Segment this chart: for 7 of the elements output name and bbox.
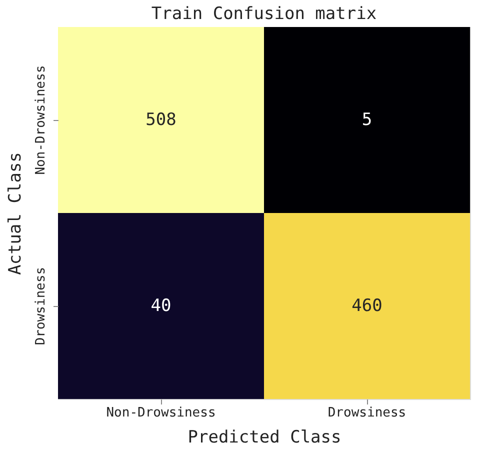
data-label: 460 bbox=[352, 296, 382, 316]
data-label: 5 bbox=[362, 110, 372, 130]
chart-title: Train Confusion matrix bbox=[151, 4, 377, 24]
data-label: 40 bbox=[150, 296, 172, 316]
x-axis-title: Predicted Class bbox=[188, 428, 342, 448]
data-label: 508 bbox=[146, 110, 176, 130]
y-axis-title: Actual Class bbox=[6, 152, 26, 275]
